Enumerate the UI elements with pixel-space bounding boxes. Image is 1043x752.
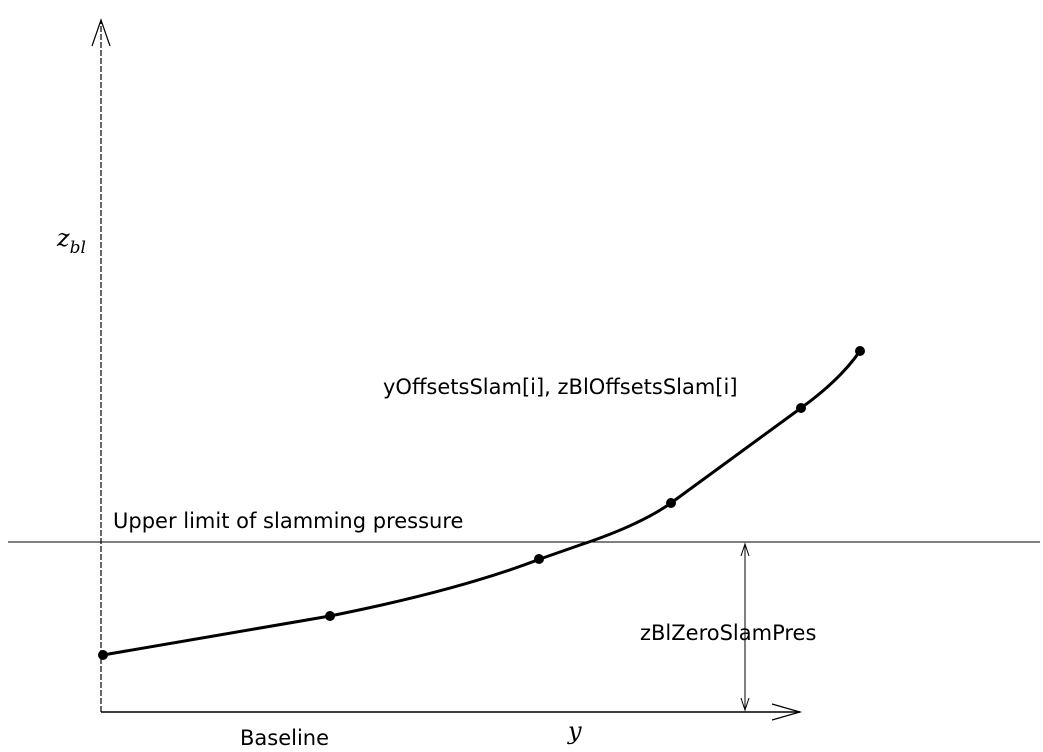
offset-point: [855, 346, 865, 356]
offset-point: [534, 554, 544, 564]
offset-point: [325, 611, 335, 621]
points-label: yOffsetsSlam[i], zBlOffsetsSlam[i]: [383, 375, 738, 399]
offset-curve: [101, 349, 862, 657]
y-axis-arrowhead: [771, 703, 803, 721]
dimension-arrow-bottom: [740, 697, 750, 712]
z-axis-label-main: z: [56, 224, 70, 252]
z-axis-label: zbl: [56, 224, 86, 258]
offset-point: [796, 403, 806, 413]
offset-point: [98, 650, 108, 660]
y-axis-label: y: [567, 717, 582, 745]
offset-point: [666, 498, 676, 508]
z-axis-label-sub: bl: [70, 238, 86, 258]
dimension-arrow-top: [740, 542, 750, 557]
z-axis-arrowhead: [91, 18, 111, 47]
dimension-label: zBlZeroSlamPres: [640, 621, 816, 645]
upper-limit-label: Upper limit of slamming pressure: [113, 509, 463, 533]
baseline-label: Baseline: [240, 726, 329, 750]
